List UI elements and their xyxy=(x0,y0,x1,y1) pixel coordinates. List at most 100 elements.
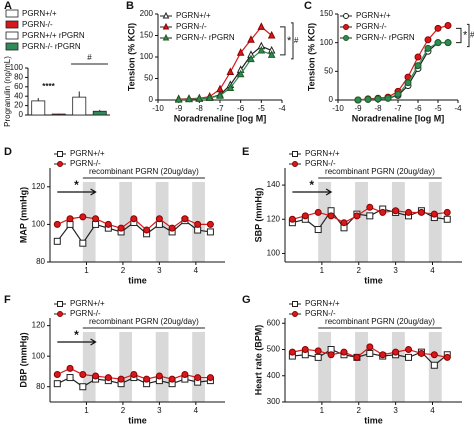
x-tick-label: 1 xyxy=(320,406,325,415)
panel-label: G xyxy=(242,294,251,306)
legend-swatch xyxy=(5,31,19,40)
marker xyxy=(194,226,202,234)
y-tick-label: 100 xyxy=(32,220,46,229)
legend-label: PGRN-/- rPGRN xyxy=(22,42,81,51)
bar xyxy=(31,100,46,116)
y-tick-label: 0 xyxy=(149,95,154,104)
x-tick-label: -8 xyxy=(374,104,382,113)
marker xyxy=(79,383,87,391)
y-axis-label: DBP (mmHg) xyxy=(18,332,28,387)
marker xyxy=(53,220,61,228)
marker xyxy=(366,203,374,211)
y-tick-label: 100 xyxy=(32,351,46,360)
panel-label: F xyxy=(4,294,11,306)
y-axis-label: MAP (mmHg) xyxy=(18,187,28,243)
marker xyxy=(288,348,296,356)
legend-marker xyxy=(292,161,298,167)
legend-label: PGRN-/- xyxy=(356,22,387,31)
marker xyxy=(236,69,245,78)
legend-marker xyxy=(57,301,63,307)
y-tick-label: 0 xyxy=(329,95,334,104)
marker xyxy=(354,96,362,104)
marker xyxy=(288,215,296,223)
y-tick-label: 50 xyxy=(324,66,333,75)
marker xyxy=(206,374,214,382)
marker xyxy=(366,343,374,351)
legend-marker xyxy=(343,13,349,19)
x-tick-label: -10 xyxy=(332,104,344,113)
annotation: recombinant PGRN (20ug/day) xyxy=(325,317,435,326)
marker xyxy=(366,349,374,357)
marker xyxy=(384,94,392,102)
marker xyxy=(247,54,255,63)
marker xyxy=(130,215,138,223)
marker xyxy=(117,224,125,232)
marker xyxy=(327,351,335,359)
y-tick-label: 100 xyxy=(320,38,334,47)
marker xyxy=(66,374,74,382)
marker xyxy=(434,24,442,32)
marker xyxy=(424,36,432,44)
panel-label: C xyxy=(304,0,312,12)
marker xyxy=(444,39,452,47)
marker xyxy=(257,22,266,30)
marker xyxy=(443,215,451,223)
legend-label: PGRN+/+ xyxy=(305,299,340,308)
y-tick-label: 150 xyxy=(140,31,154,40)
annotation: recombinant PGRN (20ug/day) xyxy=(89,167,199,176)
annotation: recombinant PGRN (20ug/day) xyxy=(325,167,435,176)
arrow xyxy=(292,188,333,196)
marker xyxy=(226,67,235,76)
shaded-interval xyxy=(119,182,133,262)
legend-label: PGRN-/- rPGRN xyxy=(176,33,235,42)
marker xyxy=(353,212,361,220)
arrow xyxy=(57,338,97,346)
x-tick-label: 1 xyxy=(84,266,89,275)
legend-label: PGRN+/+ xyxy=(176,11,211,20)
x-tick-label: -4 xyxy=(278,104,286,113)
marker xyxy=(168,224,176,232)
x-tick-label: -6 xyxy=(237,104,245,113)
x-tick-label: -8 xyxy=(196,104,204,113)
marker xyxy=(168,375,176,383)
x-tick-label: -4 xyxy=(454,104,462,113)
marker xyxy=(430,351,438,359)
marker xyxy=(267,30,276,39)
legend-marker xyxy=(343,35,349,41)
x-axis-label: time xyxy=(128,415,147,424)
y-tick-label: 400 xyxy=(267,371,281,380)
y-tick-label: 100 xyxy=(10,63,24,72)
marker xyxy=(53,371,61,379)
significance: # xyxy=(470,31,474,40)
marker xyxy=(155,372,163,380)
y-tick-label: 80 xyxy=(36,257,45,266)
x-tick-label: -9 xyxy=(354,104,362,113)
shaded-interval xyxy=(355,332,368,402)
marker xyxy=(405,208,413,216)
bar xyxy=(92,110,107,116)
x-tick-label: -7 xyxy=(216,104,224,113)
marker xyxy=(79,213,87,221)
marker xyxy=(417,208,425,216)
marker xyxy=(195,94,204,102)
y-tick-label: 120 xyxy=(32,182,46,191)
y-tick-label: 120 xyxy=(32,321,46,330)
legend-label: PGRN+/+ xyxy=(70,299,105,308)
marker xyxy=(194,220,202,228)
marker xyxy=(443,208,451,216)
marker xyxy=(314,353,322,361)
y-tick-label: 100 xyxy=(267,249,281,258)
legend-swatch xyxy=(5,42,19,51)
marker xyxy=(79,371,87,379)
y-tick-label: 600 xyxy=(267,318,281,327)
marker xyxy=(404,79,412,87)
shaded-interval xyxy=(391,182,405,262)
marker xyxy=(92,372,100,380)
x-tick-label: -5 xyxy=(258,104,266,113)
x-tick-label: 3 xyxy=(393,406,398,415)
marker xyxy=(257,45,266,54)
sig-bracket xyxy=(456,27,462,44)
x-tick-label: 2 xyxy=(121,406,126,415)
marker xyxy=(104,220,112,228)
marker xyxy=(314,226,322,234)
